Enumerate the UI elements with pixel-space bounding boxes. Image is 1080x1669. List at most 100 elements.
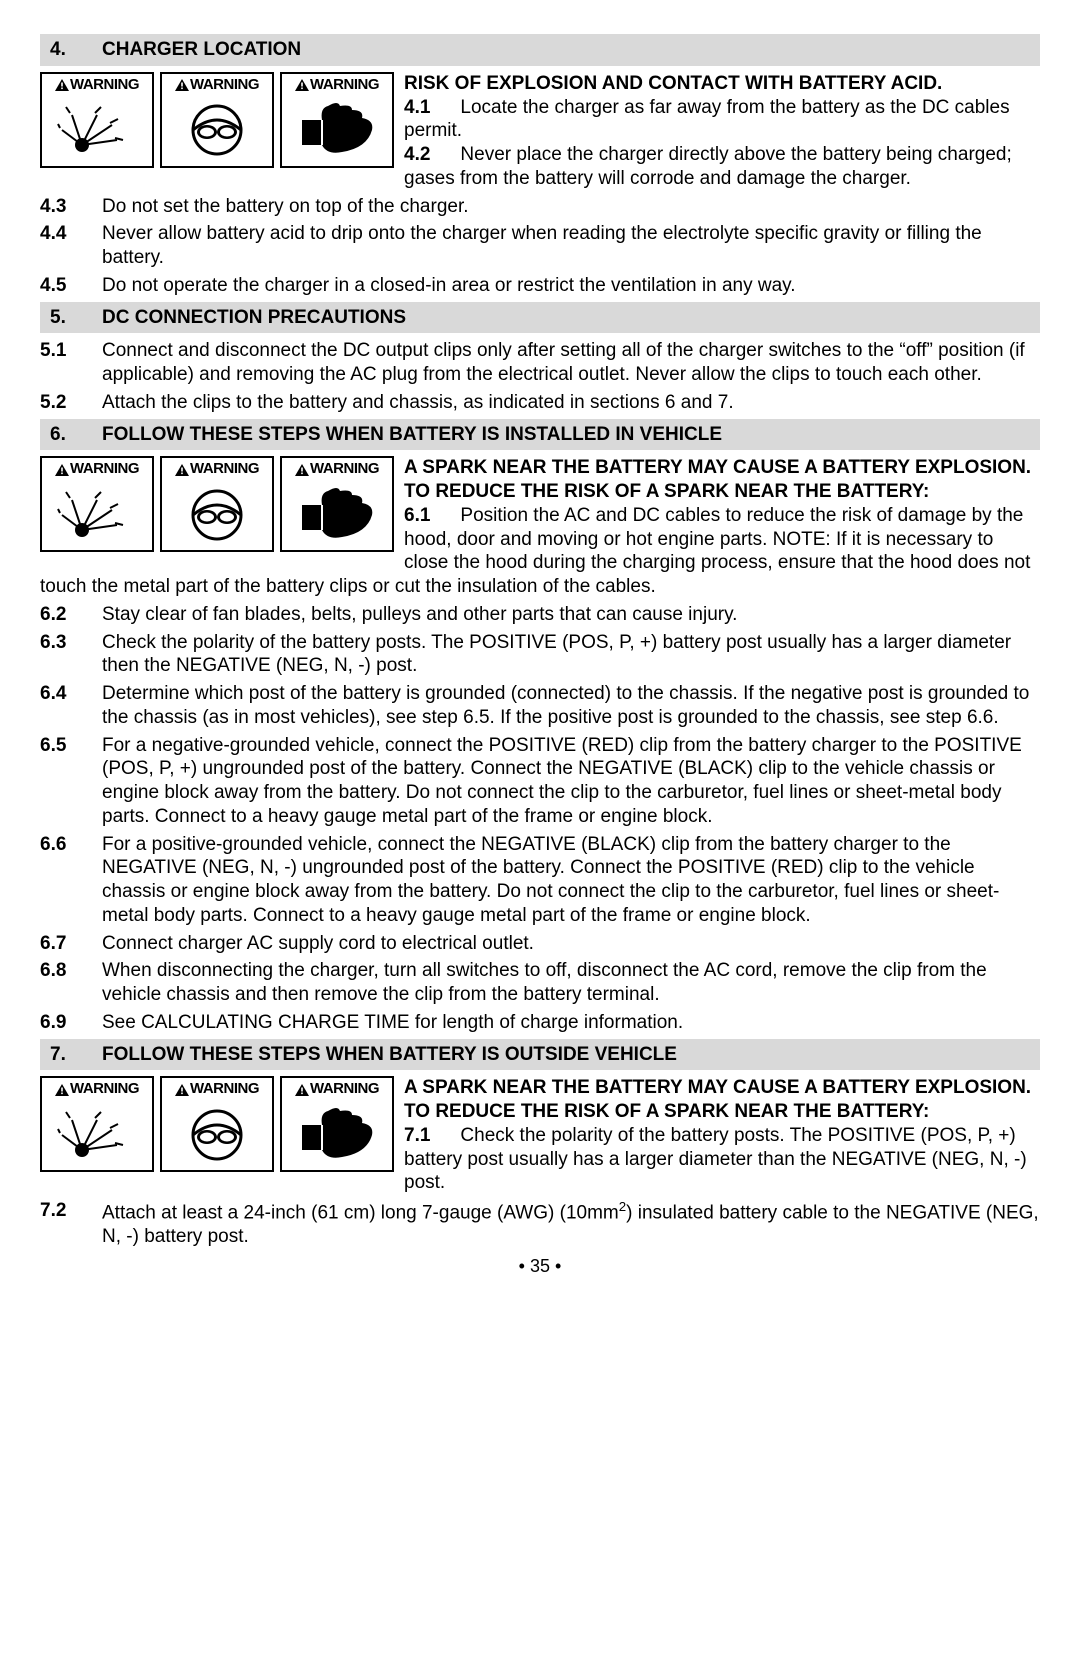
warning-box-goggles: WARNING: [160, 72, 274, 168]
item-num: 7.2: [40, 1199, 102, 1249]
warning-box-explosion: WARNING: [40, 72, 154, 168]
goggles-icon: [162, 95, 272, 166]
item-text: Do not operate the charger in a closed-i…: [102, 274, 1040, 298]
item-num: 4.5: [40, 274, 102, 298]
glove-icon: [282, 479, 392, 550]
item-text: Attach at least a 24-inch (61 cm) long 7…: [102, 1199, 1040, 1249]
goggles-icon: [162, 479, 272, 550]
alert-triangle-icon: [175, 464, 189, 476]
goggles-icon: [162, 1099, 272, 1170]
alert-triangle-icon: [295, 79, 309, 91]
alert-triangle-icon: [55, 1084, 69, 1096]
list-item: 4.5Do not operate the charger in a close…: [40, 274, 1040, 298]
item-num: 5.2: [40, 391, 102, 415]
section-7-body: WARNING WARNING WARNING A SPARK NEAR THE…: [40, 1076, 1040, 1195]
list-item: 5.2Attach the clips to the battery and c…: [40, 391, 1040, 415]
section-header-4: 4. CHARGER LOCATION: [40, 34, 1040, 66]
section-num: 7.: [50, 1043, 102, 1067]
item-num: 6.5: [40, 734, 102, 829]
warning-row: WARNING WARNING WARNING: [40, 1076, 394, 1172]
item-text: See CALCULATING CHARGE TIME for length o…: [102, 1011, 1040, 1035]
section-4-body: WARNING WARNING WARNING: [40, 72, 1040, 191]
item-text: Stay clear of fan blades, belts, pulleys…: [102, 603, 1040, 627]
glove-icon: [282, 1099, 392, 1170]
item-text: When disconnecting the charger, turn all…: [102, 959, 1040, 1007]
item-num: 6.3: [40, 631, 102, 679]
warning-box-goggles: WARNING: [160, 456, 274, 552]
section-title: DC CONNECTION PRECAUTIONS: [102, 306, 406, 330]
section-num: 4.: [50, 38, 102, 62]
section-6-body: WARNING WARNING WARNING A SPARK NEAR THE…: [40, 456, 1040, 599]
section-title: CHARGER LOCATION: [102, 38, 301, 62]
item-text: For a positive-grounded vehicle, connect…: [102, 833, 1040, 928]
warning-box-explosion: WARNING: [40, 1076, 154, 1172]
warning-row: WARNING WARNING WARNING: [40, 72, 394, 168]
warning-label: WARNING: [55, 76, 139, 95]
item-text: Connect charger AC supply cord to electr…: [102, 932, 1040, 956]
warning-label: WARNING: [175, 76, 259, 95]
warning-label: WARNING: [295, 76, 379, 95]
alert-triangle-icon: [175, 1084, 189, 1096]
warning-box-explosion: WARNING: [40, 456, 154, 552]
item-text: Do not set the battery on top of the cha…: [102, 195, 1040, 219]
section-num: 5.: [50, 306, 102, 330]
section-header-5: 5. DC CONNECTION PRECAUTIONS: [40, 302, 1040, 334]
list-item: 6.9See CALCULATING CHARGE TIME for lengt…: [40, 1011, 1040, 1035]
list-item: 4.4Never allow battery acid to drip onto…: [40, 222, 1040, 270]
item-num: 7.1: [404, 1125, 430, 1146]
item-text: Connect and disconnect the DC output cli…: [102, 339, 1040, 387]
list-item: 6.4Determine which post of the battery i…: [40, 682, 1040, 730]
list-item: 4.3Do not set the battery on top of the …: [40, 195, 1040, 219]
list-item: 6.6For a positive-grounded vehicle, conn…: [40, 833, 1040, 928]
item-num: 6.2: [40, 603, 102, 627]
list-item: 7.2 Attach at least a 24-inch (61 cm) lo…: [40, 1199, 1040, 1249]
list-item: 6.2Stay clear of fan blades, belts, pull…: [40, 603, 1040, 627]
item-text: For a negative-grounded vehicle, connect…: [102, 734, 1040, 829]
explosion-icon: [42, 95, 152, 166]
list-item: 6.5For a negative-grounded vehicle, conn…: [40, 734, 1040, 829]
list-item: 6.3Check the polarity of the battery pos…: [40, 631, 1040, 679]
lead-text-7: A SPARK NEAR THE BATTERY MAY CAUSE A BAT…: [404, 1077, 1031, 1122]
item-num: 5.1: [40, 339, 102, 387]
warning-box-glove: WARNING: [280, 72, 394, 168]
item-text: Locate the charger as far away from the …: [404, 97, 1010, 142]
item-num: 6.1: [404, 505, 430, 526]
warning-box-glove: WARNING: [280, 1076, 394, 1172]
warning-box-goggles: WARNING: [160, 1076, 274, 1172]
explosion-icon: [42, 1099, 152, 1170]
item-text: Check the polarity of the battery posts.…: [404, 1125, 1027, 1194]
alert-triangle-icon: [175, 79, 189, 91]
section-num: 6.: [50, 423, 102, 447]
section-title: FOLLOW THESE STEPS WHEN BATTERY IS OUTSI…: [102, 1043, 677, 1067]
alert-triangle-icon: [55, 79, 69, 91]
item-num: 4.2: [404, 144, 430, 165]
list-item: 6.7Connect charger AC supply cord to ele…: [40, 932, 1040, 956]
item-text: Determine which post of the battery is g…: [102, 682, 1040, 730]
alert-triangle-icon: [295, 1084, 309, 1096]
item-num: 6.8: [40, 959, 102, 1007]
item-text: Never place the charger directly above t…: [404, 144, 1012, 189]
lead-text-4: RISK OF EXPLOSION AND CONTACT WITH BATTE…: [404, 73, 942, 94]
list-item: 6.8When disconnecting the charger, turn …: [40, 959, 1040, 1007]
item-text: Attach the clips to the battery and chas…: [102, 391, 1040, 415]
item-num: 4.1: [404, 97, 430, 118]
warning-row: WARNING WARNING WARNING: [40, 456, 394, 552]
alert-triangle-icon: [55, 464, 69, 476]
item-num: 6.9: [40, 1011, 102, 1035]
warning-box-glove: WARNING: [280, 456, 394, 552]
section-header-6: 6. FOLLOW THESE STEPS WHEN BATTERY IS IN…: [40, 419, 1040, 451]
alert-triangle-icon: [295, 464, 309, 476]
item-text: Check the polarity of the battery posts.…: [102, 631, 1040, 679]
glove-icon: [282, 95, 392, 166]
page-number: • 35 •: [40, 1255, 1040, 1278]
list-item: 5.1Connect and disconnect the DC output …: [40, 339, 1040, 387]
item-num: 6.7: [40, 932, 102, 956]
item-num: 4.4: [40, 222, 102, 270]
section-title: FOLLOW THESE STEPS WHEN BATTERY IS INSTA…: [102, 423, 722, 447]
lead-text-6: A SPARK NEAR THE BATTERY MAY CAUSE A BAT…: [404, 457, 1031, 502]
item-num: 6.4: [40, 682, 102, 730]
item-text: Never allow battery acid to drip onto th…: [102, 222, 1040, 270]
item-num: 6.6: [40, 833, 102, 928]
explosion-icon: [42, 479, 152, 550]
section-header-7: 7. FOLLOW THESE STEPS WHEN BATTERY IS OU…: [40, 1039, 1040, 1071]
